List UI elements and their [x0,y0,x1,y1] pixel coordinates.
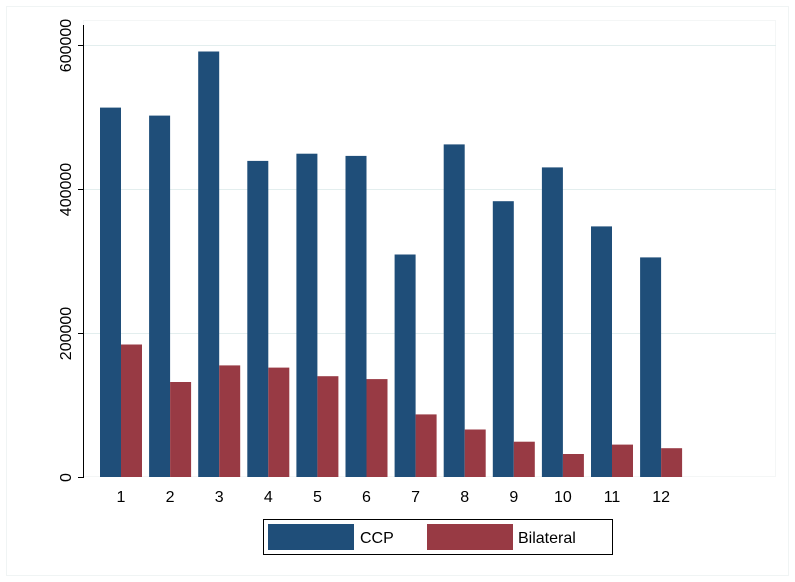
x-tick-label-5: 5 [313,489,322,506]
bar-bilateral-3 [219,365,241,477]
bar-ccp-2 [149,115,171,477]
x-tick-label-2: 2 [166,489,175,506]
bar-ccp-8 [443,144,465,477]
x-tick-label-12: 12 [652,489,670,506]
legend: CCP Bilateral [263,519,613,555]
bar-ccp-11 [591,226,612,477]
x-tick-label-7: 7 [411,489,420,506]
bar-ccp-5 [296,153,318,477]
bar-ccp-12 [640,257,662,477]
outer-frame [6,6,789,576]
bars [100,51,683,477]
bar-bilateral-7 [415,414,437,477]
x-tick-label-11: 11 [604,489,621,506]
x-tick-label-1: 1 [117,489,126,506]
bar-bilateral-2 [170,382,192,477]
bar-bilateral-11 [612,444,633,477]
y-tick-labels: 0 200000 400000 600000 [58,19,84,482]
bar-ccp-3 [198,51,220,477]
x-tick-label-6: 6 [362,489,371,506]
legend-swatch-ccp [268,524,354,550]
x-tick-label-3: 3 [215,489,224,506]
x-tick-labels: 1 2 3 4 5 6 7 8 9 10 11 12 [117,489,671,506]
bar-ccp-7 [394,254,416,477]
bar-ccp-9 [492,201,514,477]
x-tick-label-4: 4 [264,489,273,506]
bar-bilateral-5 [317,376,339,477]
x-tick-label-9: 9 [509,489,518,506]
x-tick-label-8: 8 [460,489,469,506]
bar-bilateral-8 [464,429,486,477]
bar-bilateral-10 [562,454,584,477]
bar-ccp-1 [100,107,121,477]
y-tick-label-0: 0 [58,473,75,482]
bar-ccp-10 [541,167,563,477]
bar-ccp-4 [247,160,269,477]
bar-bilateral-6 [366,379,388,477]
legend-label-bilateral: Bilateral [518,530,576,547]
y-tick-label-1: 200000 [58,307,75,360]
y-tick-label-3: 600000 [58,19,75,72]
legend-swatch-bilateral [427,524,513,550]
y-tick-label-2: 400000 [58,163,75,216]
bar-bilateral-4 [268,367,290,477]
bar-ccp-6 [345,155,367,477]
x-tick-label-10: 10 [554,489,572,506]
bar-bilateral-12 [661,448,683,477]
bar-bilateral-9 [513,441,535,477]
bar-bilateral-1 [121,344,142,477]
legend-label-ccp: CCP [360,530,394,547]
